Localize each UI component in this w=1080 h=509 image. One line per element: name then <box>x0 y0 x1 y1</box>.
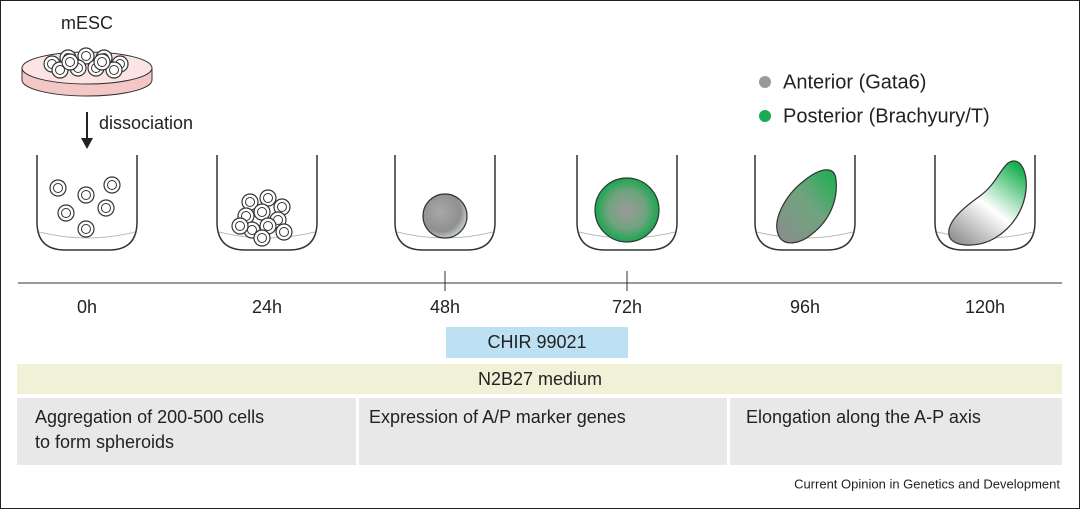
well <box>36 155 138 251</box>
cell-core <box>81 51 91 61</box>
phase-text: Elongation along the A-P axis <box>746 407 981 427</box>
cell-core <box>279 227 289 237</box>
cell <box>57 204 75 222</box>
treatment-box <box>446 327 628 358</box>
cell-core <box>109 65 119 75</box>
cell <box>97 199 115 217</box>
cell <box>61 53 79 71</box>
phase-text: Expression of A/P marker genes <box>369 407 626 427</box>
cell <box>93 53 111 71</box>
cell <box>275 223 293 241</box>
phase-text: Aggregation of 200-500 cells <box>35 407 264 427</box>
time-label: 72h <box>612 297 642 317</box>
cell-core <box>257 233 267 243</box>
time-label: 24h <box>252 297 282 317</box>
treatment-label: CHIR 99021 <box>487 332 586 352</box>
time-label: 48h <box>430 297 460 317</box>
phase-box <box>730 398 1062 465</box>
cell-core <box>81 224 91 234</box>
cell-core <box>235 221 245 231</box>
legend-label: Anterior (Gata6) <box>783 71 926 93</box>
well <box>754 155 856 251</box>
gastruloid <box>776 169 837 244</box>
medium-box <box>17 364 1062 394</box>
spheroid <box>422 193 468 239</box>
cell-core <box>263 221 273 231</box>
legend-dot <box>759 76 771 88</box>
well-floor <box>38 231 136 239</box>
cell <box>77 47 95 65</box>
cell-core <box>55 65 65 75</box>
phase-box <box>17 398 356 465</box>
time-label: 120h <box>965 297 1005 317</box>
cell <box>253 229 271 247</box>
source-label: mESC <box>61 13 113 33</box>
cell-core <box>263 193 273 203</box>
cell <box>105 61 123 79</box>
phase-box <box>359 398 727 465</box>
cell-core <box>257 207 267 217</box>
phase-text: to form spheroids <box>35 432 174 452</box>
well <box>394 155 496 251</box>
arrowhead <box>81 138 93 149</box>
cell <box>103 176 121 194</box>
well <box>934 155 1036 251</box>
legend-label: Posterior (Brachyury/T) <box>783 105 990 127</box>
cell-core <box>61 208 71 218</box>
gastruloid <box>948 160 1027 246</box>
cell-core <box>101 203 111 213</box>
cell-core <box>277 202 287 212</box>
medium-label: N2B27 medium <box>478 369 602 389</box>
time-label: 0h <box>77 297 97 317</box>
time-label: 96h <box>790 297 820 317</box>
cell <box>77 186 95 204</box>
cell-core <box>245 197 255 207</box>
cell-core <box>97 57 107 67</box>
cell-core <box>53 183 63 193</box>
well <box>216 155 318 251</box>
cell <box>231 217 249 235</box>
cell-core <box>107 180 117 190</box>
cell <box>77 220 95 238</box>
cell <box>49 179 67 197</box>
cell-core <box>65 57 75 67</box>
well <box>576 155 678 251</box>
credit: Current Opinion in Genetics and Developm… <box>794 476 1060 491</box>
cell-core <box>81 190 91 200</box>
step-label: dissociation <box>99 113 193 133</box>
legend-dot <box>759 110 771 122</box>
spheroid <box>594 177 660 243</box>
